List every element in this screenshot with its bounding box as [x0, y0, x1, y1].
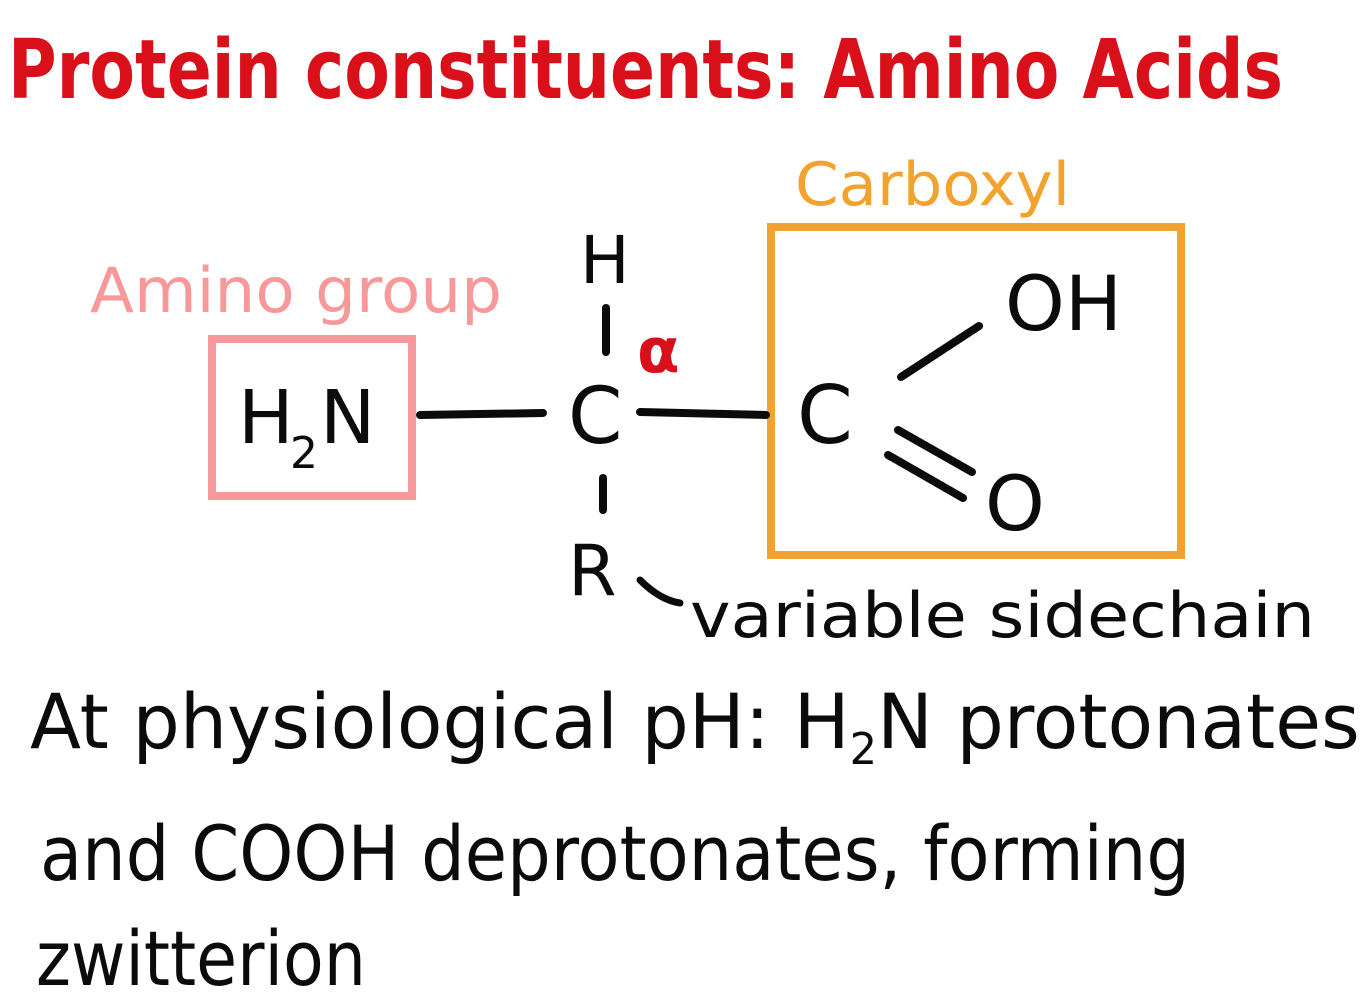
- page-title: Protein constituents: Amino Acids: [8, 23, 1283, 118]
- hydroxyl-group: OH: [1005, 259, 1122, 348]
- note-line-1: At physiological pH: H2N protonates: [30, 677, 1360, 775]
- note-line-3: zwitterion: [36, 914, 366, 1000]
- bond-c-oh: [897, 322, 983, 381]
- carboxyl-carbon: C: [797, 369, 853, 462]
- carboxyl-label: Carboxyl: [795, 150, 1070, 220]
- carboxyl-box: [767, 223, 1185, 559]
- note-line-1-h: H: [794, 677, 850, 766]
- amine-subscript: 2: [290, 428, 318, 479]
- note-line-1-subscript: 2: [850, 725, 877, 775]
- carbonyl-oxygen: O: [985, 459, 1045, 548]
- side-chain-pointer: [636, 576, 684, 607]
- r-group: R: [568, 530, 617, 612]
- amino-group-label: Amino group: [90, 254, 502, 327]
- note-line-1-rest: N protonates: [877, 677, 1360, 766]
- note-line-2: and COOH deprotonates, forming: [40, 809, 1190, 898]
- bond-c-o-double-2: [884, 451, 967, 502]
- amino-group-box: [208, 335, 416, 500]
- alpha-hydrogen: H: [580, 222, 630, 299]
- alpha-label: α: [637, 314, 680, 387]
- bond-n-calpha: [416, 409, 547, 419]
- side-chain-label: variable sidechain: [690, 579, 1315, 652]
- amine-h: H: [238, 375, 294, 461]
- alpha-carbon: C: [568, 372, 622, 462]
- bond-c-o-double-1: [894, 426, 976, 476]
- note-line-1-prefix: At physiological pH:: [30, 677, 794, 766]
- amine-n: N: [320, 375, 375, 461]
- bond-calpha-c: [636, 408, 770, 419]
